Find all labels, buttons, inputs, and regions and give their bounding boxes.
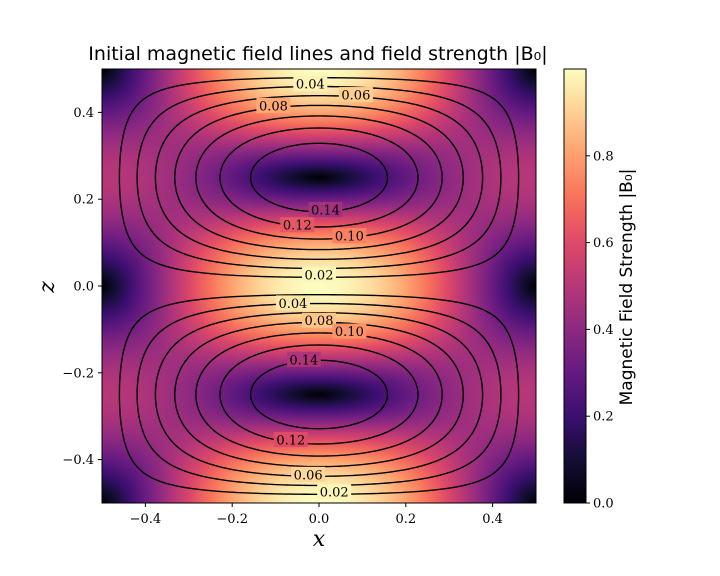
colorbar-tick-label: 0.4 (593, 323, 614, 338)
x-tick-label: −0.2 (216, 512, 248, 527)
x-axis: −0.4 −0.2 0.0 0.2 0.4 (130, 503, 503, 527)
contour-label: 0.14 (311, 204, 340, 219)
contour-level-0-02 (118, 77, 520, 495)
contour-label-bg (308, 202, 343, 218)
contour-label-bg (291, 466, 326, 482)
contour-labels: 0.040.060.080.140.120.100.020.040.080.10… (256, 76, 373, 501)
contour-label-bg (332, 323, 367, 339)
x-axis-label: x (313, 527, 326, 552)
contour-label: 0.06 (294, 468, 323, 483)
contour-label: 0.14 (289, 353, 318, 368)
colorbar (564, 69, 586, 503)
contour-level-0-06 (154, 95, 484, 477)
heatmap-image (102, 69, 536, 503)
chart-title: Initial magnetic field lines and field s… (88, 43, 547, 65)
contour-level-0-04 (136, 85, 502, 487)
contour-label-bg (302, 312, 336, 328)
contour-level-0-08 (174, 104, 464, 468)
contour-label-bg (275, 295, 310, 311)
y-tick-label: 0.2 (73, 193, 94, 208)
contour-label-bg (293, 76, 328, 92)
y-axis-label: z (35, 281, 60, 294)
colorbar-tick-label: 0.2 (593, 410, 614, 425)
x-tick-label: −0.4 (130, 512, 162, 527)
x-tick-label: 0.2 (395, 512, 416, 527)
contour-label: 0.08 (259, 99, 288, 114)
contour-label: 0.10 (335, 230, 364, 245)
contour-label: 0.04 (296, 78, 325, 93)
x-tick-label: 0.0 (309, 512, 330, 527)
contour-label-bg (302, 267, 336, 283)
colorbar-tick-label: 0.0 (593, 497, 614, 512)
colorbar-tick-label: 0.6 (593, 236, 614, 251)
contour-label-bg (256, 97, 291, 113)
contour-label: 0.06 (341, 89, 370, 104)
contour-label-bg (317, 484, 352, 500)
contour-label: 0.08 (305, 314, 334, 329)
contour-label: 0.04 (278, 297, 307, 312)
x-tick-label: 0.4 (482, 512, 503, 527)
contour-label-bg (273, 432, 308, 448)
contour-label: 0.10 (335, 325, 364, 340)
y-tick-label: −0.4 (62, 453, 94, 468)
contour-label-bg (332, 228, 367, 244)
contour-label-bg (286, 351, 321, 367)
y-tick-label: −0.2 (62, 366, 94, 381)
colorbar-axis: 0.0 0.2 0.4 0.6 0.8 (586, 149, 614, 512)
y-tick-label: 0.0 (73, 280, 94, 295)
y-tick-label: 0.4 (73, 106, 94, 121)
contour-label: 0.12 (276, 434, 305, 449)
contour-label: 0.02 (305, 269, 334, 284)
colorbar-label: Magnetic Field Strength |B₀| (617, 169, 637, 406)
contour-label: 0.02 (320, 486, 349, 501)
contour-label-bg (338, 87, 373, 103)
contour-label-bg (280, 217, 315, 233)
contour-label: 0.12 (283, 219, 312, 234)
y-axis: −0.4 −0.2 0.0 0.2 0.4 (62, 106, 102, 468)
colorbar-frame (563, 68, 587, 504)
colorbar-tick-label: 0.8 (593, 149, 614, 164)
